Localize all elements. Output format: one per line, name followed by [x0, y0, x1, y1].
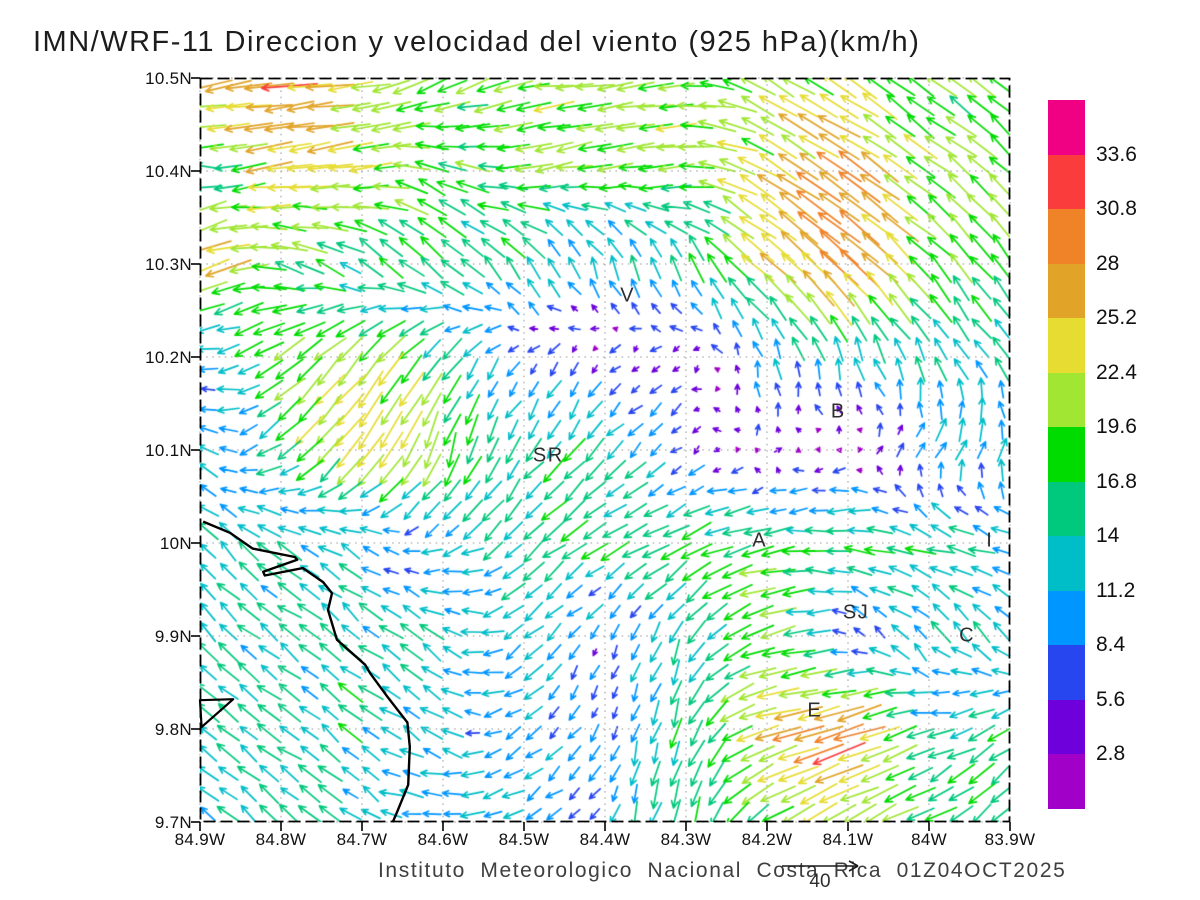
station-label-a: A	[752, 529, 768, 552]
colorbar-label: 28	[1096, 251, 1120, 275]
x-tick-label: 84.9W	[174, 830, 226, 849]
station-label-sr: SR	[532, 444, 564, 467]
coastline-cape	[198, 698, 235, 729]
y-tick-label: 10.3N	[145, 255, 192, 274]
colorbar-segment	[1048, 590, 1085, 645]
x-tick-label: 83.9W	[984, 830, 1036, 849]
map-overlay	[191, 77, 1011, 831]
x-tick-label: 84.4W	[579, 830, 631, 849]
station-label-v: V	[620, 284, 636, 307]
colorbar-label: 2.8	[1096, 742, 1126, 765]
y-tick-label: 9.9N	[154, 627, 192, 646]
station-label-e: E	[807, 699, 823, 722]
y-tick-label: 10.4N	[145, 162, 192, 181]
colorbar-segment	[1048, 100, 1085, 155]
x-tick-label: 84.6W	[417, 830, 469, 849]
colorbar-segment	[1048, 154, 1085, 209]
colorbar-segment	[1048, 645, 1085, 700]
colorbar-segment	[1048, 209, 1085, 264]
colorbar-segment	[1048, 536, 1085, 591]
colorbar-segment	[1048, 699, 1085, 754]
speed-colorbar	[1048, 100, 1085, 809]
colorbar-segment	[1048, 754, 1085, 809]
colorbar-segment	[1048, 481, 1085, 536]
colorbar-label: 5.6	[1096, 687, 1126, 711]
reference-vector-label: 40	[809, 871, 831, 892]
coastline	[202, 520, 411, 823]
chart-title: IMN/WRF-11 Direccion y velocidad del vie…	[33, 26, 921, 58]
y-tick-label: 10.5N	[145, 69, 192, 88]
station-label-c: C	[959, 624, 976, 647]
reference-vector-arrow	[782, 860, 859, 872]
station-label-sj: SJ	[842, 601, 870, 624]
colorbar-label: 14	[1096, 524, 1120, 547]
map-plot-area: V SR B A I SJ C E	[191, 77, 1011, 831]
colorbar-segment	[1048, 318, 1085, 373]
x-tick-label: 84.5W	[498, 830, 550, 849]
y-tick-label: 9.7N	[154, 813, 192, 832]
colorbar-label: 22.4	[1096, 360, 1137, 384]
x-tick-label: 84.7W	[336, 830, 388, 849]
plot-frame	[199, 77, 1011, 823]
x-tick-label: 84W	[911, 830, 947, 849]
footer-caption: Instituto Meteorologico Nacional Costa R…	[378, 859, 1067, 882]
colorbar-label: 8.4	[1096, 633, 1126, 656]
x-tick-label: 84.1W	[822, 830, 874, 849]
colorbar-segment	[1048, 372, 1085, 427]
x-tick-label: 84.2W	[741, 830, 793, 849]
y-tick-label: 10.1N	[145, 441, 192, 460]
x-tick-label: 84.8W	[255, 830, 307, 849]
lat-lon-gridlines	[199, 77, 1011, 823]
colorbar-label: 33.6	[1096, 142, 1137, 166]
colorbar-label: 11.2	[1096, 578, 1136, 602]
y-tick-label: 10N	[159, 534, 192, 553]
colorbar-label: 25.2	[1096, 306, 1137, 329]
station-label-i: I	[986, 529, 994, 552]
y-tick-label: 9.8N	[154, 720, 192, 739]
colorbar-label: 16.8	[1096, 469, 1137, 493]
colorbar-segment	[1048, 263, 1085, 318]
colorbar-segment	[1048, 427, 1085, 482]
colorbar-label: 30.8	[1096, 197, 1137, 220]
x-tick-label: 84.3W	[660, 830, 712, 849]
axis-ticks	[191, 77, 1011, 831]
y-tick-label: 10.2N	[145, 348, 192, 367]
colorbar-label: 19.6	[1096, 415, 1137, 438]
station-label-b: B	[830, 400, 846, 423]
